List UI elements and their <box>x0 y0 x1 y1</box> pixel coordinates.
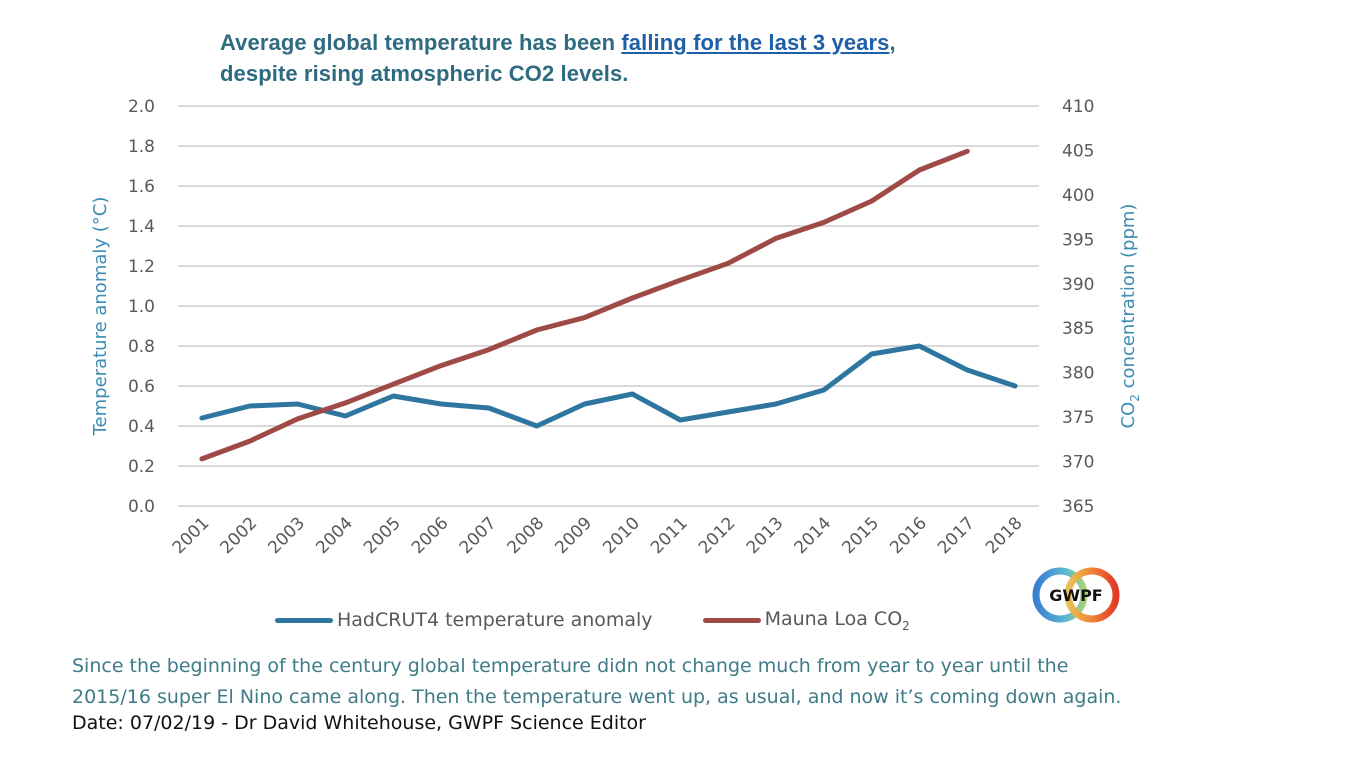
logo-ring-left <box>1032 567 1088 623</box>
caption-line-1: Since the beginning of the century globa… <box>72 655 1069 677</box>
right-axis-ticks: 365 370 375 380 385 390 395 400 405 410 <box>1062 97 1094 517</box>
gwpf-logo: GWPF <box>1032 567 1120 623</box>
x-tick-label: 2001 <box>169 513 214 558</box>
x-tick-label: 2009 <box>551 513 596 558</box>
left-tick-label: 1.6 <box>128 177 155 197</box>
legend-swatch-temperature <box>275 617 333 623</box>
x-tick-label: 2014 <box>791 513 836 558</box>
right-axis-title: CO2 concentration (ppm) <box>1118 204 1142 429</box>
right-tick-label: 400 <box>1062 186 1094 206</box>
caption-line-2: 2015/16 super El Nino came along. Then t… <box>72 686 1122 708</box>
logo-ring-right <box>1064 567 1120 623</box>
legend: HadCRUT4 temperature anomaly Mauna Loa C… <box>275 608 960 633</box>
x-axis-ticks: 2001 2002 2003 2004 2005 2006 2007 2008 2009 2010… <box>169 513 1027 558</box>
right-tick-label: 405 <box>1062 141 1094 161</box>
left-tick-label: 1.4 <box>128 217 155 237</box>
right-tick-label: 410 <box>1062 97 1094 117</box>
right-tick-label: 365 <box>1062 497 1094 517</box>
x-tick-label: 2017 <box>934 513 979 558</box>
x-tick-label: 2008 <box>504 513 549 558</box>
chart-title: Average global temperature has been fall… <box>220 27 896 89</box>
legend-item-temperature[interactable]: HadCRUT4 temperature anomaly <box>275 609 653 631</box>
left-tick-label: 0.6 <box>128 377 155 397</box>
legend-swatch-co2 <box>702 617 761 623</box>
x-tick-label: 2013 <box>743 513 788 558</box>
x-tick-label: 2005 <box>360 513 405 558</box>
line-chart: 0.0 0.2 0.4 0.6 0.8 1.0 1.2 1.4 1.6 1.8 2.0 365 370… <box>90 97 1142 558</box>
series-line-temperature <box>199 343 1018 429</box>
legend-item-co2[interactable]: Mauna Loa CO2 <box>702 608 910 633</box>
footer-credit: Date: 07/02/19 - Dr David Whitehouse, GW… <box>72 712 646 734</box>
right-tick-label: 370 <box>1062 453 1094 473</box>
series-line-co2 <box>199 148 970 462</box>
legend-label-co2: Mauna Loa CO2 <box>764 608 910 633</box>
x-tick-label: 2015 <box>838 513 883 558</box>
right-tick-label: 385 <box>1062 319 1094 339</box>
legend-label-temperature: HadCRUT4 temperature anomaly <box>337 609 653 632</box>
left-tick-label: 0.0 <box>128 497 155 517</box>
x-tick-label: 2016 <box>886 513 931 558</box>
x-tick-label: 2011 <box>647 513 692 558</box>
x-tick-label: 2018 <box>982 513 1027 558</box>
x-tick-label: 2007 <box>456 513 501 558</box>
x-tick-label: 2002 <box>217 513 262 558</box>
series-lines <box>199 148 1018 462</box>
left-tick-label: 1.8 <box>128 137 155 157</box>
right-tick-label: 375 <box>1062 408 1094 428</box>
title-line-2: despite rising atmospheric CO2 levels. <box>220 61 629 86</box>
right-tick-label: 380 <box>1062 364 1094 384</box>
left-tick-label: 1.2 <box>128 257 155 277</box>
left-tick-label: 0.8 <box>128 337 155 357</box>
x-tick-label: 2004 <box>312 513 357 558</box>
left-tick-label: 0.2 <box>128 457 155 477</box>
left-axis-title: Temperature anomaly (°C) <box>90 197 111 437</box>
right-tick-label: 390 <box>1062 275 1094 295</box>
logo-text: GWPF <box>1049 586 1102 605</box>
caption: Since the beginning of the century globa… <box>72 651 1121 713</box>
title-line-1: Average global temperature has been fall… <box>220 30 896 55</box>
x-tick-label: 2006 <box>408 513 453 558</box>
left-axis-ticks: 0.0 0.2 0.4 0.6 0.8 1.0 1.2 1.4 1.6 1.8 2.0 <box>128 97 155 517</box>
x-tick-label: 2003 <box>264 513 309 558</box>
title-link[interactable]: falling for the last 3 years <box>621 30 890 55</box>
left-tick-label: 1.0 <box>128 297 155 317</box>
left-tick-label: 2.0 <box>128 97 155 117</box>
x-tick-label: 2012 <box>695 513 740 558</box>
right-tick-label: 395 <box>1062 230 1094 250</box>
x-tick-label: 2010 <box>599 513 644 558</box>
left-tick-label: 0.4 <box>128 417 155 437</box>
